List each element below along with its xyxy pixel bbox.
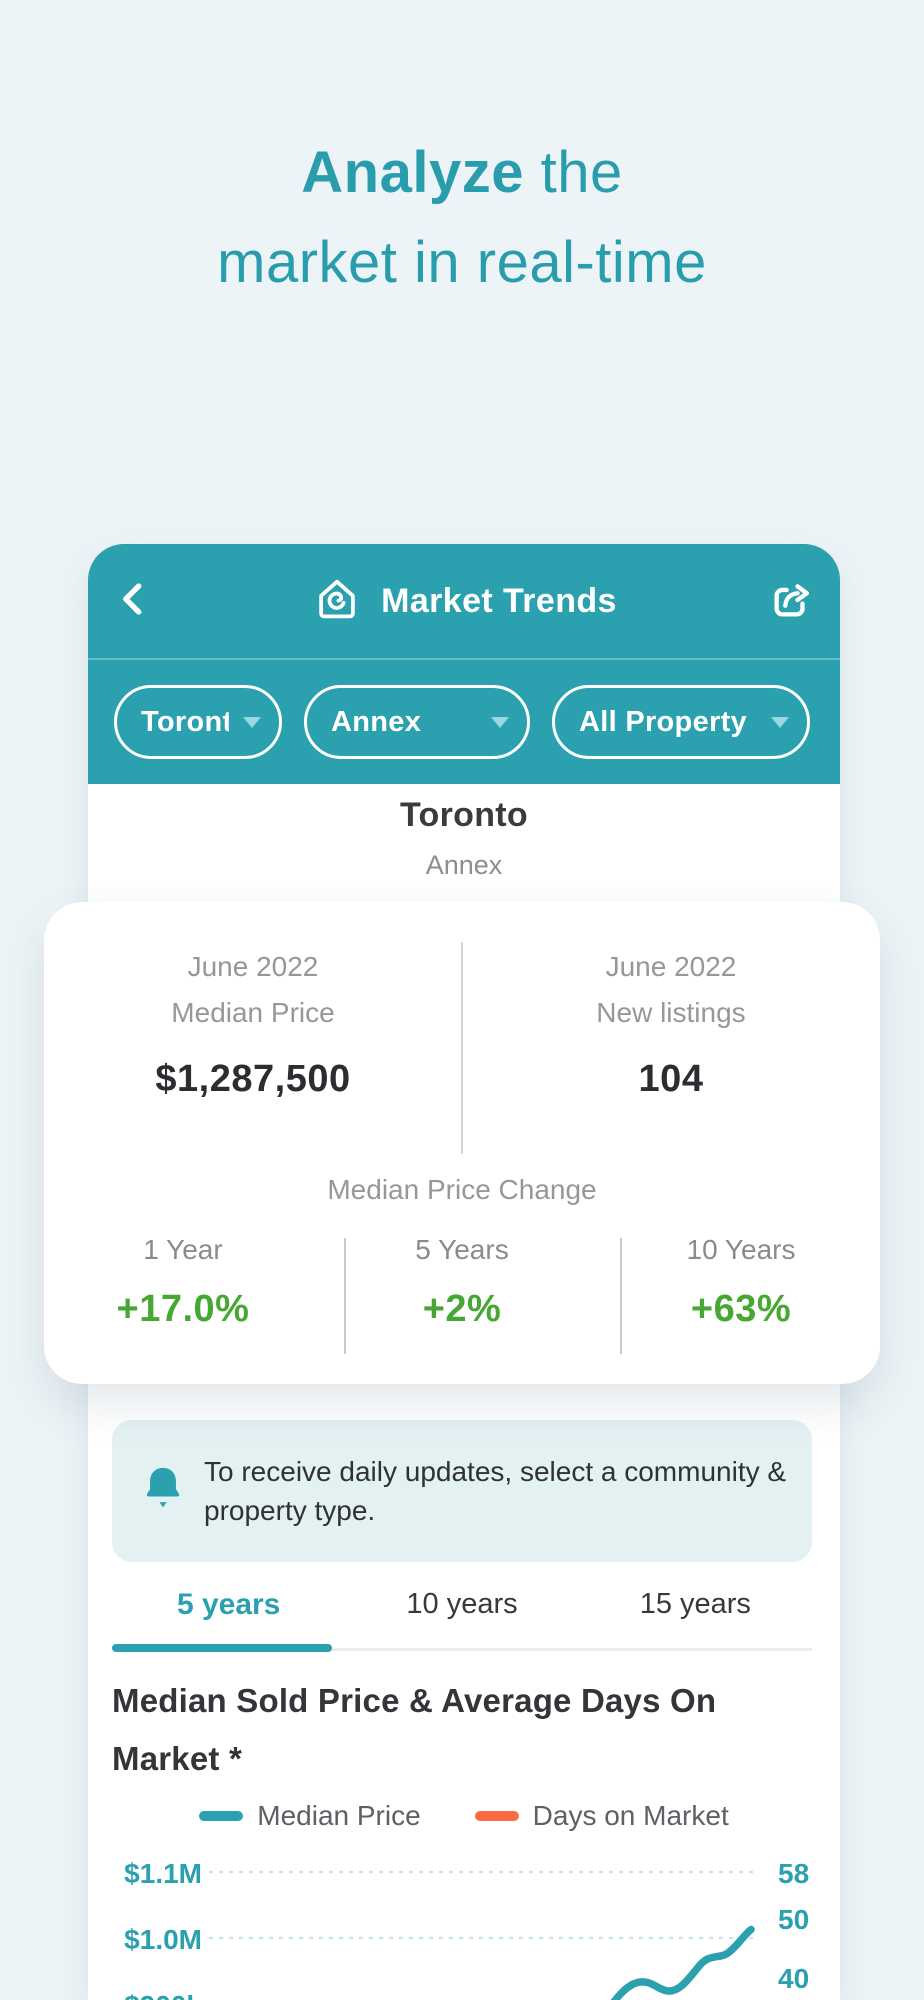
active-tab-underline — [112, 1644, 332, 1652]
stat-period: June 2022 — [605, 951, 737, 982]
right-axis-tick: 40 — [778, 1963, 810, 1994]
hero-line-1: Analyze the — [0, 128, 924, 218]
chart-title: Median Sold Price & Average Days On Mark… — [112, 1682, 717, 1777]
change-label: 5 Years — [415, 1234, 509, 1265]
chart-canvas — [208, 1870, 758, 2000]
notification-text: To receive daily updates, select a commu… — [204, 1456, 787, 1526]
left-axis-tick: $1.1M — [124, 1858, 202, 1889]
change-value: +63% — [690, 1288, 792, 1330]
share-icon — [768, 577, 814, 628]
share-button[interactable] — [764, 575, 818, 629]
stat-label: Median Price — [171, 997, 335, 1028]
change-divider — [620, 1238, 622, 1354]
community-filter-label: Annex — [331, 705, 422, 738]
hero-bold-word: Analyze — [301, 140, 524, 205]
filter-bar: Toronto Annex All Property ... — [88, 658, 840, 784]
price-change-title: Median Price Change — [327, 1174, 597, 1205]
right-axis-tick: 58 — [778, 1858, 810, 1889]
change-value: +2% — [422, 1288, 502, 1330]
stats-card: June 2022 Median Price $1,287,500 June 2… — [44, 902, 880, 1384]
new-listings-stat: June 2022 New listings 104 — [462, 944, 880, 1101]
tab-5-years[interactable]: 5 years — [176, 1588, 281, 1621]
bell-icon — [142, 1464, 184, 1517]
stat-period: June 2022 — [187, 951, 319, 982]
property-type-filter-label: All Property ... — [579, 705, 757, 738]
location-title: Toronto — [400, 796, 528, 834]
change-1-year: 1 Year +17.0% — [44, 1234, 322, 1331]
period-tabs: 5 years 10 years 15 years — [112, 1580, 812, 1644]
app-header-center: Market Trends — [88, 544, 840, 658]
change-label: 1 Year — [143, 1234, 223, 1265]
back-button[interactable] — [106, 573, 162, 629]
left-axis-tick: $900k — [106, 1990, 202, 2000]
legend-label: Days on Market — [532, 1800, 729, 1831]
chevron-down-icon — [243, 716, 261, 728]
legend-label: Median Price — [257, 1800, 421, 1831]
app-header: Market Trends — [88, 544, 840, 658]
hero-line-2: market in real-time — [217, 230, 707, 295]
change-label: 10 Years — [686, 1234, 796, 1265]
chevron-down-icon — [771, 716, 789, 728]
new-listings-value: 104 — [638, 1058, 704, 1100]
days-on-market-line-swatch — [474, 1811, 519, 1821]
stats-divider — [461, 942, 463, 1154]
chevron-left-icon — [114, 579, 154, 624]
chart-legend: Median Price Days on Market — [88, 1800, 840, 1832]
stat-label: New listings — [596, 997, 746, 1028]
legend-item-days-on-market: Days on Market — [474, 1800, 729, 1832]
legend-item-median-price: Median Price — [199, 1800, 421, 1832]
notification-banner: To receive daily updates, select a commu… — [112, 1420, 812, 1562]
right-axis-tick: 50 — [778, 1904, 810, 1935]
tab-10-years[interactable]: 10 years — [406, 1588, 518, 1620]
app-title: Market Trends — [381, 581, 617, 620]
community-filter-dropdown[interactable]: Annex — [304, 685, 530, 759]
median-price-value: $1,287,500 — [155, 1058, 351, 1100]
hero-heading: Analyze the market in real-time — [0, 128, 924, 308]
median-price-stat: June 2022 Median Price $1,287,500 — [44, 944, 462, 1101]
tab-15-years[interactable]: 15 years — [639, 1588, 751, 1620]
change-5-years: 5 Years +2% — [323, 1234, 601, 1331]
median-price-line-swatch — [199, 1811, 244, 1821]
change-value: +17.0% — [116, 1288, 250, 1330]
change-divider — [344, 1238, 346, 1354]
hero-rest-word: the — [523, 140, 623, 205]
location-subtitle: Annex — [425, 850, 503, 880]
house-logo-icon — [311, 573, 363, 630]
city-filter-dropdown[interactable]: Toronto — [114, 685, 282, 759]
chevron-down-icon — [491, 716, 509, 728]
city-filter-label: Toronto — [141, 705, 229, 738]
tab-underline-track — [112, 1648, 812, 1651]
property-type-filter-dropdown[interactable]: All Property ... — [552, 685, 810, 759]
change-10-years: 10 Years +63% — [602, 1234, 880, 1331]
left-axis-tick: $1.0M — [124, 1924, 202, 1955]
